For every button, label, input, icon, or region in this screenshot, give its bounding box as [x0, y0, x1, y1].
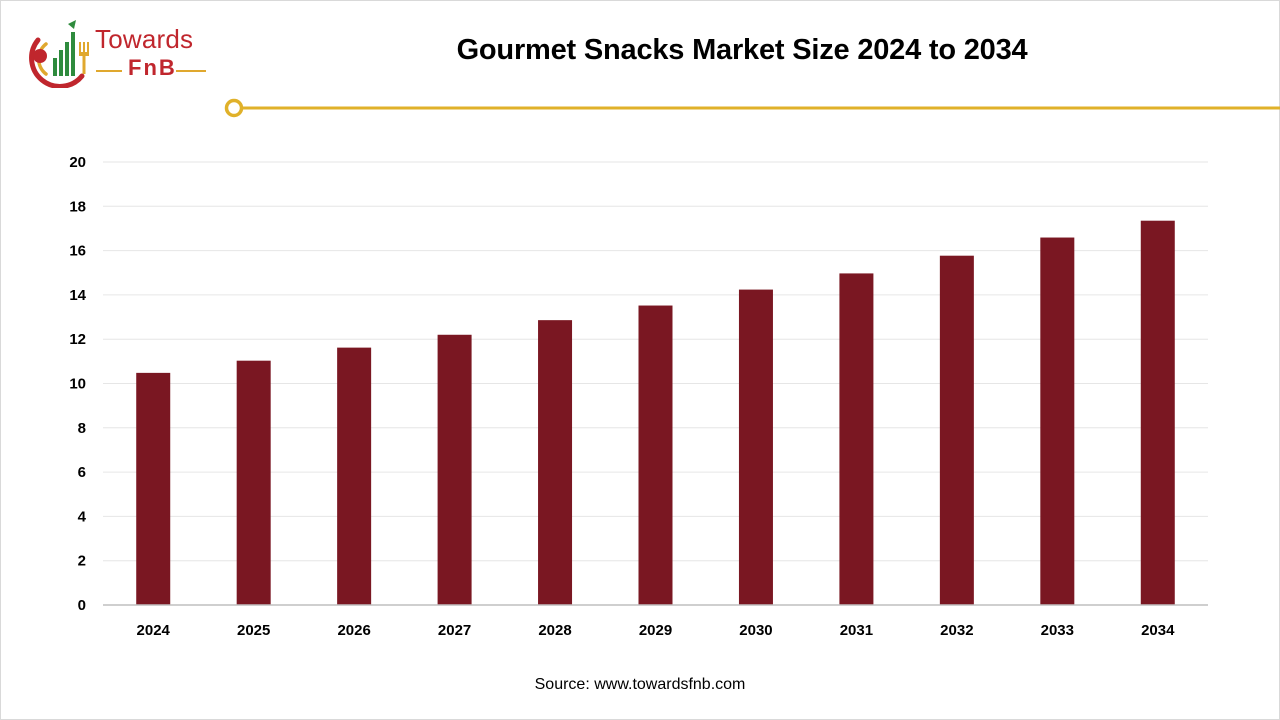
y-tick-label: 16 — [69, 243, 86, 260]
y-tick-label: 4 — [78, 508, 87, 525]
y-tick-label: 12 — [69, 331, 86, 348]
bar — [839, 273, 874, 605]
x-tick-label: 2034 — [1141, 622, 1175, 639]
x-tick-label: 2025 — [237, 622, 270, 639]
underline-circle-icon — [224, 98, 244, 118]
bar — [1140, 220, 1175, 605]
bar — [1040, 237, 1075, 605]
x-tick-label: 2028 — [538, 622, 571, 639]
brand-name-bottom: FnB — [128, 55, 177, 80]
y-tick-label: 14 — [69, 287, 86, 304]
brand-divider-left — [96, 70, 122, 72]
y-tick-label: 20 — [69, 154, 86, 171]
bar — [337, 347, 372, 605]
bar — [738, 289, 773, 605]
brand-logo: Towards FnB — [24, 18, 224, 88]
bar — [638, 305, 673, 605]
brand-divider-right — [176, 70, 206, 72]
x-tick-label: 2024 — [137, 622, 171, 639]
x-tick-label: 2026 — [337, 622, 370, 639]
x-tick-label: 2030 — [739, 622, 772, 639]
x-tick-label: 2027 — [438, 622, 471, 639]
title-underline — [224, 98, 1280, 118]
y-tick-label: 18 — [69, 198, 86, 215]
x-tick-label: 2031 — [840, 622, 873, 639]
x-tick-label: 2032 — [940, 622, 973, 639]
y-tick-label: 6 — [78, 464, 86, 481]
logo-emblem-icon — [29, 20, 89, 88]
source-note: Source: www.towardsfnb.com — [534, 676, 746, 693]
brand-name-top: Towards — [95, 24, 194, 54]
chart-title: Gourmet Snacks Market Size 2024 to 2034 — [456, 34, 1028, 66]
y-tick-label: 2 — [78, 553, 86, 570]
y-tick-label: 8 — [78, 420, 86, 437]
bar — [538, 320, 573, 605]
x-tick-label: 2029 — [639, 622, 672, 639]
bar — [236, 360, 271, 605]
y-tick-label: 0 — [78, 597, 86, 614]
x-tick-label: 2033 — [1041, 622, 1074, 639]
bar — [136, 372, 171, 605]
y-tick-label: 10 — [69, 376, 86, 393]
bar — [939, 255, 974, 605]
bar — [437, 334, 472, 605]
